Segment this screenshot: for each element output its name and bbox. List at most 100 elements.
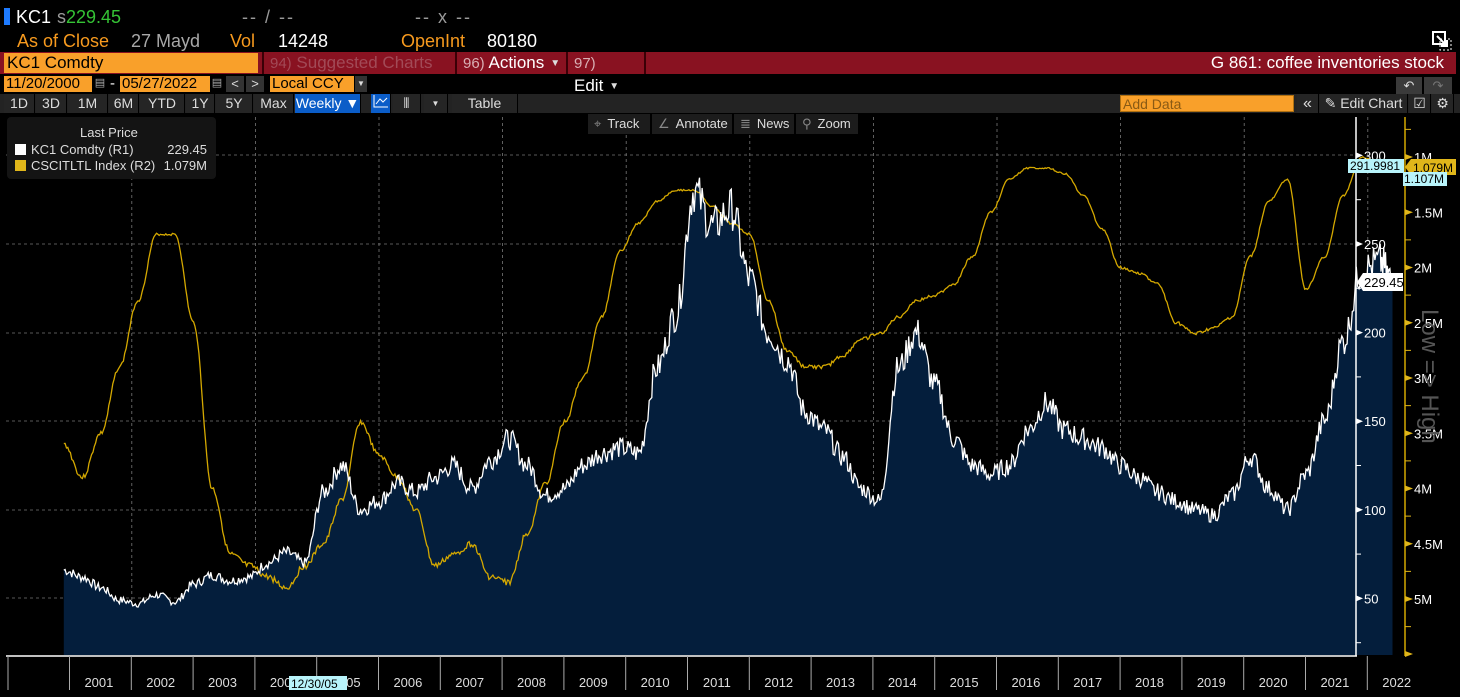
quote-header: KC1 s229.45 -- / -- -- x -- xyxy=(0,5,1460,27)
actions-menu[interactable]: 96) Actions ▼ xyxy=(455,52,565,74)
x-tick-label: 2013 xyxy=(826,675,855,690)
chart-toolbar: 1D 3D 1M 6M YTD 1Y 5Y Max Weekly ▼ ⫴ ▼ T… xyxy=(0,94,1460,113)
zoom-label: Zoom xyxy=(817,116,851,131)
suggested-charts-label: Suggested Charts xyxy=(296,53,433,72)
legend-item-name: KC1 Comdty (R1) xyxy=(31,142,134,157)
track-label: Track xyxy=(607,116,640,131)
r1-tick-marker xyxy=(1356,329,1363,336)
r1-high-tag: 291.9981 xyxy=(1348,159,1404,173)
r2-high-tag-text: 1.107M xyxy=(1404,172,1444,186)
x-tick-label: 2007 xyxy=(455,675,484,690)
legend-item-cscitltl[interactable]: CSCITLTL Index (R2) 1.079M xyxy=(15,158,215,173)
x-tick-label: 2017 xyxy=(1073,675,1102,690)
pencil-icon: ✎ xyxy=(1324,95,1337,111)
r2-tick-marker xyxy=(1405,154,1413,160)
x-tick-label: 2022 xyxy=(1382,675,1411,690)
legend-swatch xyxy=(15,160,26,171)
next-period-button[interactable]: > xyxy=(246,76,264,92)
security-marker xyxy=(4,8,10,25)
crosshair-icon: ⌖ xyxy=(594,116,602,131)
quote-subheader: As of Close 27 Mayd Vol 14248 OpenInt 80… xyxy=(0,30,1460,52)
news-button[interactable]: ≣ News xyxy=(734,114,794,134)
chevron-down-icon: ▼ xyxy=(609,80,620,92)
legend-title: Last Price xyxy=(80,125,138,140)
undo-button[interactable]: ↶ xyxy=(1396,77,1422,95)
track-button[interactable]: ⌖ Track xyxy=(588,114,650,134)
chart-type-dropdown[interactable]: ▼ xyxy=(424,94,448,113)
period-5y[interactable]: 5Y xyxy=(216,94,253,113)
period-6m[interactable]: 6M xyxy=(109,94,139,113)
edit-chart-label: Edit Chart xyxy=(1340,95,1403,111)
edit-menu[interactable]: 97) Edit ▼ xyxy=(566,52,646,95)
x-tick-label: 2015 xyxy=(950,675,979,690)
period-1y[interactable]: 1Y xyxy=(186,94,215,113)
gear-icon[interactable]: ⚙ xyxy=(1432,94,1454,113)
period-1m[interactable]: 1M xyxy=(68,94,108,113)
x-tick-label: 2009 xyxy=(579,675,608,690)
annotation-edit-icon[interactable]: ☑ xyxy=(1409,94,1431,113)
x-tick-label: 2018 xyxy=(1135,675,1164,690)
x-tick-label: 2016 xyxy=(1011,675,1040,690)
add-data-input[interactable]: Add Data xyxy=(1120,95,1294,112)
r1-tick-label: 100 xyxy=(1364,503,1386,518)
x-tick-label: 2008 xyxy=(517,675,546,690)
r2-tick-label: 3M xyxy=(1414,371,1432,386)
pop-out-icon[interactable] xyxy=(1432,31,1452,51)
r2-tick-marker xyxy=(1405,651,1413,657)
axis-direction-text: Low => High xyxy=(1416,309,1443,444)
suggested-charts-button[interactable]: 94) Suggested Charts xyxy=(262,52,452,74)
annotate-label: Annotate xyxy=(675,116,728,131)
frequency-select[interactable]: Weekly ▼ xyxy=(295,94,361,113)
open-interest-value: 80180 xyxy=(487,31,538,51)
r2-tick-label: 5M xyxy=(1414,592,1432,607)
annotate-button[interactable]: ∠ Annotate xyxy=(652,114,732,134)
actions-number: 96) xyxy=(463,55,485,72)
x-tick-label: 2006 xyxy=(393,675,422,690)
command-bar: KC1 Comdty 94) Suggested Charts 96) Acti… xyxy=(0,52,1456,95)
edit-chart-button[interactable]: ✎ Edit Chart xyxy=(1320,94,1408,113)
last-price-value: 229.45 xyxy=(66,7,122,27)
period-1d[interactable]: 1D xyxy=(4,94,35,113)
legend-item-name: CSCITLTL Index (R2) xyxy=(31,158,156,173)
table-button[interactable]: Table xyxy=(452,94,518,113)
chevron-down-icon[interactable]: ▼ xyxy=(355,76,367,92)
calendar-icon[interactable]: ▤ xyxy=(94,77,106,89)
r2-tick-label: 4.5M xyxy=(1414,537,1443,552)
r2-tick-marker xyxy=(1405,319,1413,326)
chart-title: G 861: coffee inventories stock xyxy=(1210,53,1444,72)
edit-number: 97) xyxy=(574,55,596,72)
calendar-icon[interactable]: ▤ xyxy=(211,77,223,89)
actions-label: Actions xyxy=(488,53,545,72)
legend-item-value: 229.45 xyxy=(167,142,207,157)
legend[interactable]: Last Price KC1 Comdty (R1) 229.45 CSCITL… xyxy=(7,117,216,179)
x-tick-label: 2010 xyxy=(641,675,670,690)
end-date-input[interactable]: 05/27/2022 xyxy=(120,76,210,92)
r1-tick-marker xyxy=(1356,152,1363,159)
period-max[interactable]: Max xyxy=(254,94,294,113)
collapse-panel-button[interactable]: « xyxy=(1297,94,1319,113)
security-input[interactable]: KC1 Comdty xyxy=(4,53,258,73)
currency-select[interactable]: Local CCY xyxy=(270,76,354,92)
r1-high-tag-text: 291.9981 xyxy=(1350,159,1400,173)
r2-tick-marker xyxy=(1405,540,1413,547)
chevron-down-icon: ▼ xyxy=(550,57,561,69)
legend-item-value: 1.079M xyxy=(163,158,207,173)
legend-swatch xyxy=(15,144,26,155)
start-date-input[interactable]: 11/20/2000 xyxy=(4,76,92,92)
zoom-button[interactable]: ⚲ Zoom xyxy=(796,114,858,134)
chart-canvas[interactable]: 2001200220032004200520062007200820092010… xyxy=(0,113,1460,697)
r2-last-tag: 1.079M xyxy=(1405,159,1456,175)
period-ytd[interactable]: YTD xyxy=(140,94,185,113)
price-area-fill xyxy=(63,177,1393,655)
suggested-charts-number: 94) xyxy=(270,55,292,72)
r2-tick-marker xyxy=(1405,485,1413,492)
period-3d[interactable]: 3D xyxy=(36,94,67,113)
bar-chart-icon[interactable]: ⫴ xyxy=(393,94,421,113)
last-price-prefix: s xyxy=(57,7,66,27)
redo-button[interactable]: ↷ xyxy=(1424,77,1452,95)
volume-label: Vol xyxy=(230,31,256,51)
legend-item-kc1[interactable]: KC1 Comdty (R1) 229.45 xyxy=(15,142,215,157)
line-chart-icon[interactable] xyxy=(371,94,391,113)
previous-period-button[interactable]: < xyxy=(226,76,244,92)
